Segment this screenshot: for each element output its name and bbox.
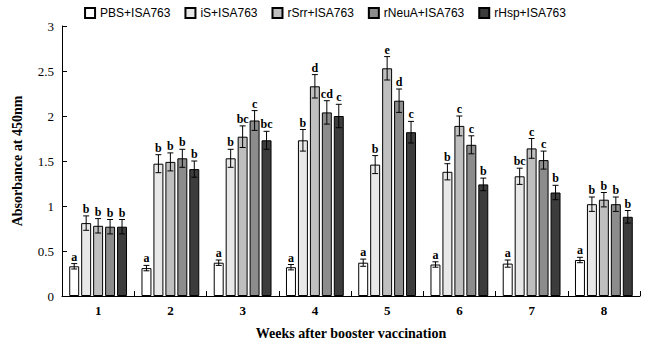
svg-text:d: d	[312, 61, 319, 75]
svg-text:d: d	[396, 75, 403, 89]
svg-text:a: a	[143, 251, 149, 265]
svg-text:b: b	[480, 164, 487, 178]
svg-text:b: b	[612, 183, 619, 197]
svg-text:b: b	[191, 147, 198, 161]
svg-text:a: a	[360, 245, 366, 259]
svg-text:1.5: 1.5	[38, 154, 54, 169]
svg-text:7: 7	[528, 303, 535, 318]
svg-text:rHsp+ISA763: rHsp+ISA763	[494, 6, 566, 20]
svg-text:b: b	[119, 206, 126, 220]
svg-text:iS+ISA763: iS+ISA763	[200, 6, 257, 20]
svg-text:b: b	[444, 150, 451, 164]
svg-text:3: 3	[48, 19, 55, 34]
svg-text:bc: bc	[514, 154, 527, 168]
svg-text:c: c	[457, 102, 463, 116]
svg-text:b: b	[107, 206, 114, 220]
svg-text:a: a	[432, 248, 438, 262]
svg-text:bc: bc	[237, 112, 250, 126]
svg-text:0: 0	[48, 289, 55, 304]
svg-text:b: b	[179, 135, 186, 149]
svg-text:8: 8	[601, 303, 608, 318]
svg-text:2.5: 2.5	[38, 64, 54, 79]
svg-text:bc: bc	[261, 117, 274, 131]
svg-text:Weeks after booster vaccinatio: Weeks after booster vaccination	[256, 326, 447, 341]
svg-text:b: b	[300, 116, 307, 130]
svg-text:a: a	[216, 246, 222, 260]
svg-text:rSrr+ISA763: rSrr+ISA763	[287, 6, 354, 20]
svg-text:3: 3	[239, 303, 246, 318]
svg-text:b: b	[552, 171, 559, 185]
svg-text:e: e	[384, 43, 390, 57]
svg-text:b: b	[624, 197, 631, 211]
svg-text:2: 2	[167, 303, 174, 318]
svg-text:0.5: 0.5	[38, 244, 54, 259]
svg-text:a: a	[577, 243, 583, 257]
svg-text:b: b	[589, 183, 596, 197]
svg-text:b: b	[155, 141, 162, 155]
svg-text:c: c	[469, 122, 475, 136]
svg-text:a: a	[505, 246, 511, 260]
svg-text:a: a	[71, 250, 77, 264]
svg-text:b: b	[95, 205, 102, 219]
svg-text:PBS+ISA763: PBS+ISA763	[100, 6, 171, 20]
svg-text:4: 4	[312, 303, 319, 318]
svg-text:b: b	[227, 135, 234, 149]
svg-text:2: 2	[48, 109, 55, 124]
svg-text:Absorbance at 450nm: Absorbance at 450nm	[10, 95, 25, 226]
svg-text:rNeuA+ISA763: rNeuA+ISA763	[384, 6, 465, 20]
svg-text:1: 1	[48, 199, 55, 214]
svg-text:c: c	[252, 97, 258, 111]
svg-text:cd: cd	[321, 87, 333, 101]
svg-text:5: 5	[384, 303, 391, 318]
svg-text:b: b	[601, 179, 608, 193]
svg-text:c: c	[408, 107, 414, 121]
svg-text:6: 6	[456, 303, 463, 318]
svg-text:c: c	[541, 137, 547, 151]
svg-text:c: c	[336, 90, 342, 104]
svg-text:b: b	[83, 202, 90, 216]
svg-text:b: b	[372, 142, 379, 156]
svg-text:c: c	[529, 125, 535, 139]
svg-text:1: 1	[95, 303, 102, 318]
svg-text:b: b	[167, 139, 174, 153]
svg-text:a: a	[288, 251, 294, 265]
